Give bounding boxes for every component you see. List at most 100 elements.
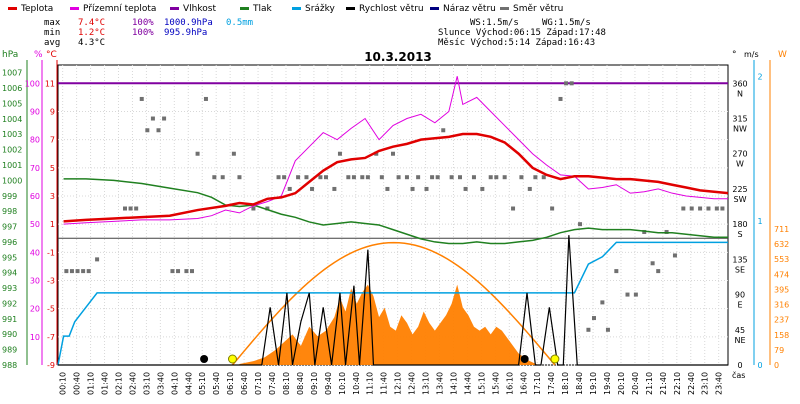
wind-dir-point	[698, 206, 703, 211]
wind-dir-point	[379, 175, 384, 180]
tick-wind-dir: 0	[737, 361, 742, 370]
legend-swatch	[430, 7, 439, 10]
wind-dir-point	[195, 151, 200, 156]
wind-dir-point	[424, 186, 429, 191]
wind-dir-point	[95, 257, 100, 262]
tick-temperature: -9	[47, 361, 55, 370]
wind-dir-point	[156, 128, 161, 133]
tick-pressure: 997	[2, 223, 17, 232]
wind-dir-point	[706, 206, 711, 211]
legend-label: Rychlost větru	[359, 4, 424, 14]
wind-dir-point	[374, 151, 379, 156]
legend-swatch	[8, 7, 17, 10]
x-axis-label: čas	[732, 370, 745, 380]
tick-pressure: 994	[2, 269, 17, 278]
x-tick-label: 08:40	[296, 372, 305, 395]
stats-max-temp: 7.4°C	[78, 18, 105, 28]
tick-wind-dir-compass: SW	[734, 195, 747, 204]
wind-dir-point	[128, 206, 133, 211]
wind-dir-point	[296, 175, 301, 180]
wind-dir-point	[360, 175, 365, 180]
tick-wind-dir-compass: E	[737, 301, 742, 310]
wind-dir-point	[190, 269, 194, 274]
plot-area: 00:10 00:40 01:10 01:40 02:10 02:40 03:10 03:40…	[2, 50, 789, 395]
x-tick-label: 23:10	[701, 372, 710, 395]
x-tick-label: 05:40	[212, 372, 221, 395]
wind-dir-point	[550, 206, 555, 211]
tick-pressure: 1001	[2, 161, 22, 170]
x-tick-label: 02:10	[114, 372, 123, 395]
legend-label: Srážky	[305, 4, 336, 14]
wind-dir-point	[605, 327, 610, 332]
wind-dir-point	[435, 175, 440, 180]
wind-dir-point	[558, 96, 563, 101]
tick-pressure: 988	[2, 361, 17, 370]
tick-pressure: 992	[2, 299, 17, 308]
x-tick-label: 01:10	[87, 372, 96, 395]
wind-dir-point	[304, 175, 309, 180]
tick-solar: 553	[774, 255, 789, 264]
tick-wind-dir: 270	[732, 150, 747, 159]
wind-dir-point	[391, 151, 395, 156]
stats-moon: Měsíc Východ:5:14 Západ:16:43	[438, 38, 595, 48]
series-wind-speed	[58, 235, 728, 366]
x-tick-label: 12:40	[408, 372, 417, 395]
sunset-marker	[550, 354, 560, 364]
wind-dir-point	[689, 206, 694, 211]
tick-pressure: 1003	[2, 130, 22, 139]
tick-pressure: 1000	[2, 176, 22, 185]
tick-solar: 474	[774, 270, 789, 279]
legend-swatch	[70, 7, 79, 10]
stats-max-press: 1000.9hPa	[164, 18, 213, 28]
wind-dir-point	[385, 186, 390, 191]
tick-wind-dir-compass: SE	[735, 265, 745, 274]
x-tick-label: 06:10	[226, 372, 235, 395]
legend-label: Přízemní teplota	[83, 4, 156, 14]
wind-dir-point	[527, 186, 532, 191]
x-tick-label: 16:10	[505, 372, 514, 395]
tick-solar: 79	[774, 346, 784, 355]
x-tick-label: 15:40	[491, 372, 500, 395]
tick-solar: 711	[774, 225, 789, 234]
legend-swatch	[240, 7, 249, 10]
tick-wind-dir-compass: NW	[733, 125, 747, 134]
wind-dir-point	[564, 81, 569, 86]
wind-dir-point	[586, 327, 591, 332]
stats-label-max: max	[44, 18, 61, 28]
tick-rain: 0	[757, 361, 762, 370]
tick-humidity: 20	[30, 305, 40, 314]
stats-min-temp: 1.2°C	[78, 28, 105, 38]
wind-dir-point	[134, 206, 139, 211]
wind-dir-point	[633, 292, 638, 297]
wind-dir-point	[569, 81, 574, 86]
x-tick-label: 12:10	[394, 372, 403, 395]
x-tick-label: 17:40	[547, 372, 556, 395]
stats-max-hum: 100%	[132, 18, 154, 28]
wind-dir-point	[237, 175, 242, 180]
tick-pressure: 1006	[2, 84, 22, 93]
tick-wind-dir: 90	[735, 291, 745, 300]
x-tick-label: 11:40	[380, 372, 389, 395]
stats-min-press: 995.9hPa	[164, 28, 207, 38]
wind-dir-point	[139, 96, 144, 101]
wind-dir-point	[184, 269, 189, 274]
wind-dir-point	[458, 175, 462, 180]
stats-label-min: min	[44, 28, 60, 38]
legend-label: Směr větru	[513, 4, 563, 14]
wind-dir-point	[276, 175, 281, 180]
tick-solar: 316	[774, 301, 789, 310]
axis-label-solar: W	[778, 50, 787, 60]
wind-dir-point	[150, 116, 155, 121]
x-tick-label: 07:40	[268, 372, 277, 395]
x-tick-label: 10:10	[338, 372, 347, 395]
moonset-marker	[520, 355, 529, 363]
wind-dir-point	[332, 186, 337, 191]
x-tick-label: 15:10	[477, 372, 486, 395]
wind-dir-point	[265, 206, 270, 211]
series-solar-area	[239, 284, 539, 365]
tick-pressure: 989	[2, 346, 17, 355]
wind-dir-point	[416, 175, 421, 180]
tick-temperature: 1	[50, 220, 55, 229]
